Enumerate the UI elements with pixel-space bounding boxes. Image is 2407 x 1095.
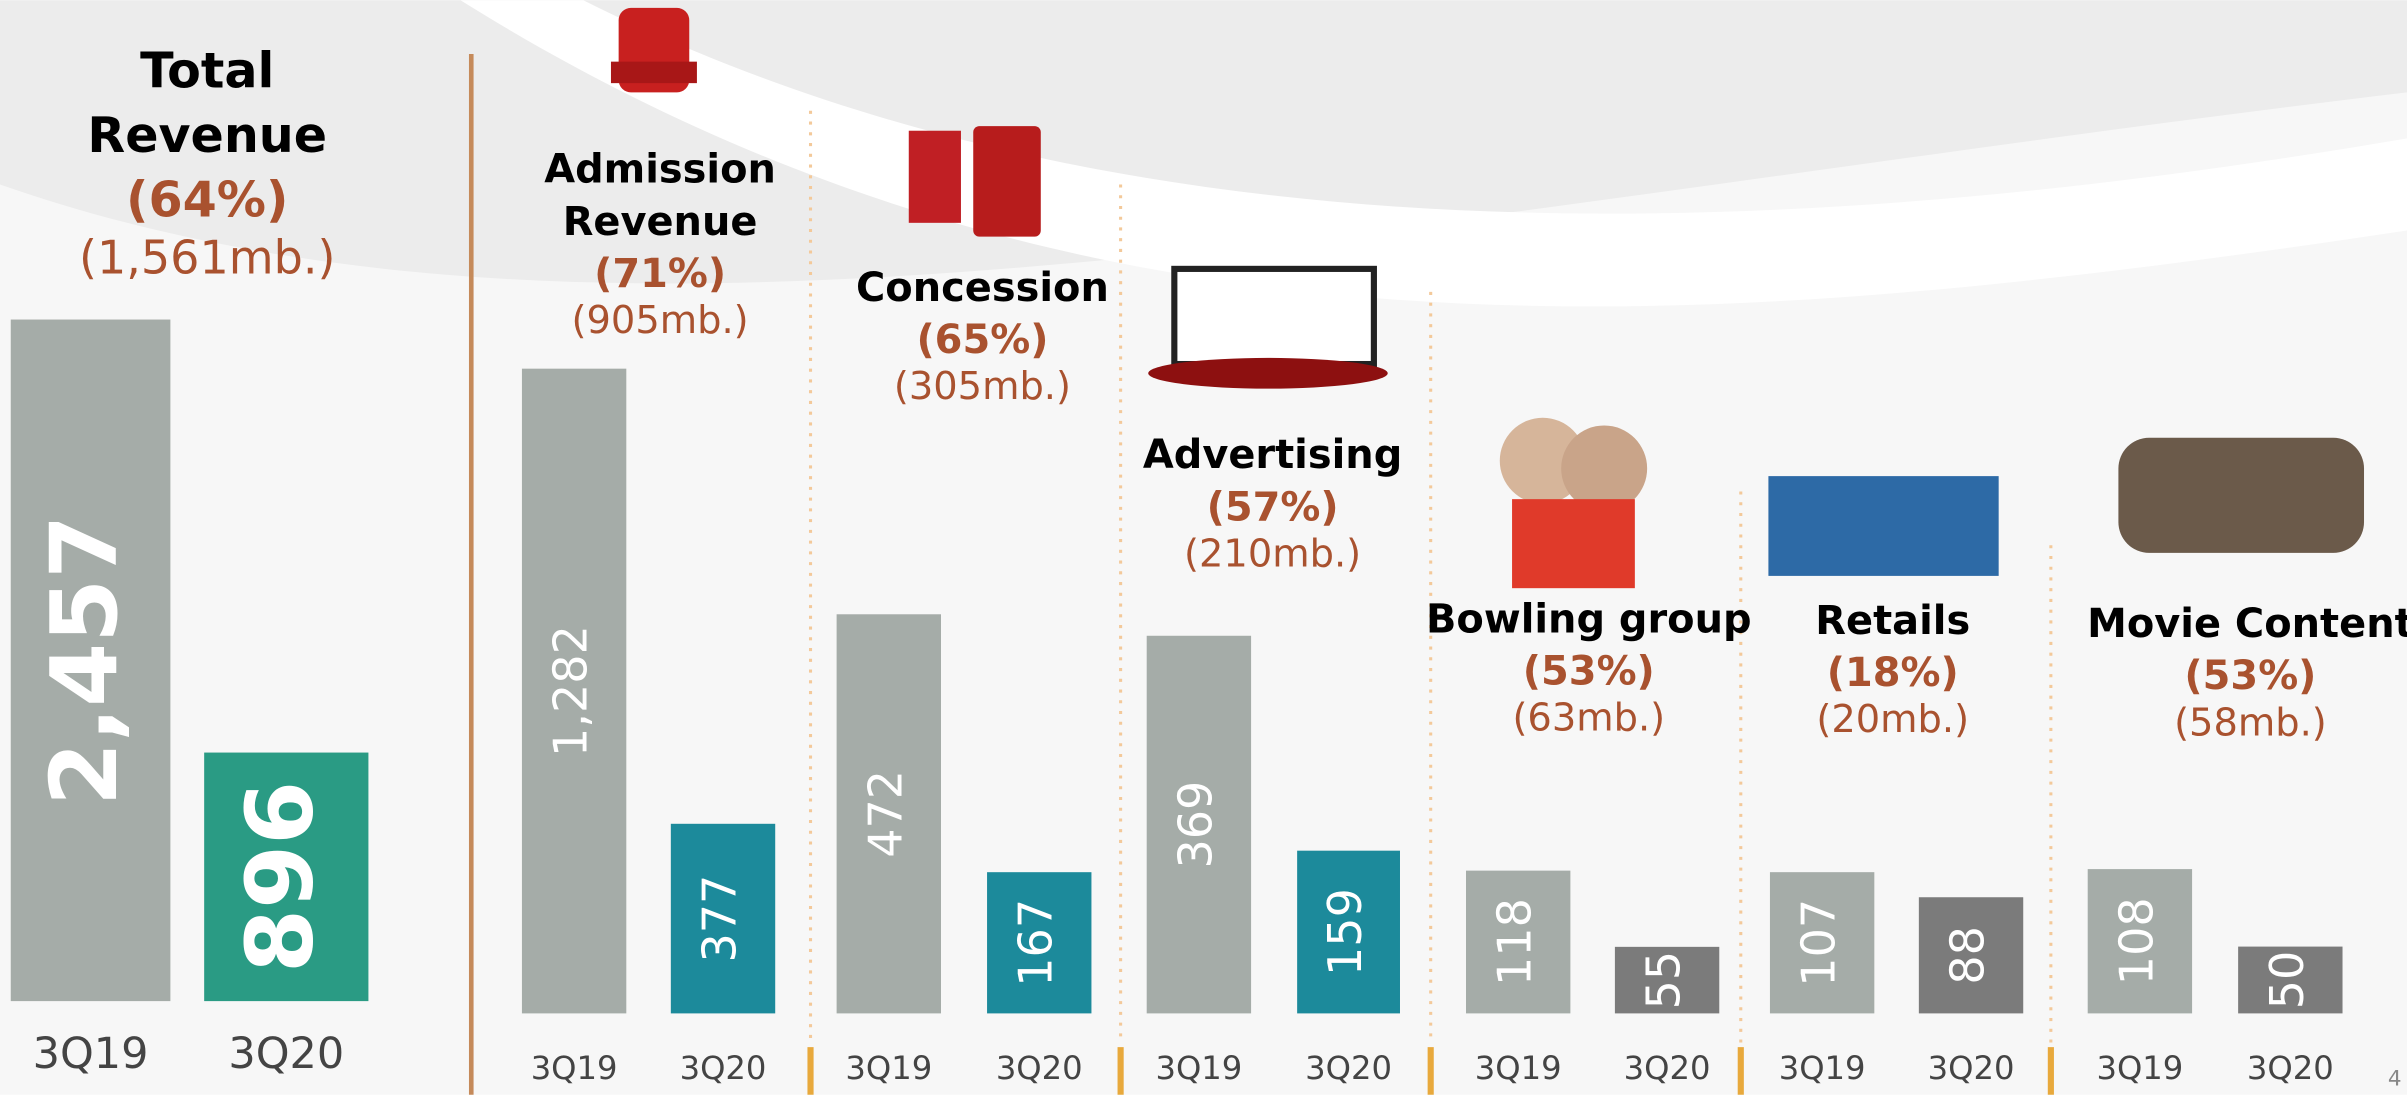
- bar: [1146, 635, 1252, 1014]
- amount-label: (210mb.): [1184, 531, 1361, 576]
- bar: [1614, 946, 1720, 1014]
- bar: [10, 319, 171, 1002]
- change-label: (18%): [1827, 650, 1959, 696]
- panel-title: Retails: [1815, 598, 1970, 644]
- amount-label: (1,561mb.): [79, 231, 335, 285]
- amount-label: (58mb.): [2174, 700, 2327, 745]
- value-label: 472: [858, 770, 912, 858]
- category-label: 3Q19: [33, 1029, 149, 1079]
- category-label: 3Q19: [1155, 1049, 1242, 1087]
- divider-feet: [807, 1047, 2054, 1095]
- bar: [2238, 946, 2343, 1014]
- value-label: 167: [1009, 899, 1063, 987]
- page-number: 4: [2388, 1066, 2402, 1091]
- panel-title: Concession: [856, 265, 1109, 311]
- icons: [610, 7, 2365, 589]
- amount-label: (63mb.): [1512, 696, 1665, 741]
- category-label: 3Q20: [228, 1029, 344, 1079]
- category-label: 3Q19: [2096, 1049, 2183, 1087]
- panel-title: Admission: [544, 147, 776, 193]
- change-label: (53%): [1523, 649, 1655, 695]
- value-label: 896: [227, 781, 334, 973]
- bar: [1465, 870, 1571, 1014]
- bar: [836, 614, 942, 1014]
- bar: [1769, 872, 1875, 1014]
- category-label: 3Q20: [1928, 1049, 2015, 1087]
- change-label: (64%): [126, 170, 288, 228]
- value-label: 2,457: [31, 515, 138, 806]
- bar: [521, 368, 627, 1014]
- change-label: (71%): [594, 251, 726, 297]
- amount-label: (905mb.): [572, 298, 749, 343]
- value-label: 88: [1941, 926, 1995, 985]
- panel-title: Movie Content: [2087, 601, 2407, 647]
- bar: [2087, 869, 2193, 1014]
- value-label: 107: [1792, 899, 1846, 987]
- change-label: (65%): [916, 317, 1048, 363]
- panel-title: Revenue: [87, 106, 327, 164]
- panel-title: Bowling group: [1426, 596, 1752, 642]
- value-label: 369: [1168, 781, 1222, 869]
- panel-title: Total: [140, 41, 274, 99]
- panel-title: Revenue: [563, 199, 758, 245]
- bar: [204, 752, 369, 1002]
- bar: [1918, 897, 2024, 1014]
- bar: [987, 872, 1092, 1014]
- category-label: 3Q20: [1624, 1049, 1711, 1087]
- value-label: 118: [1488, 898, 1542, 986]
- value-label: 377: [693, 875, 747, 963]
- change-label: (53%): [2184, 653, 2316, 699]
- bar: [670, 823, 776, 1014]
- change-label: (57%): [1207, 484, 1339, 530]
- amount-label: (305mb.): [894, 364, 1071, 409]
- category-label: 3Q19: [1779, 1049, 1866, 1087]
- bar: [1297, 850, 1400, 1014]
- background-swoosh: [460, 0, 2407, 307]
- category-label: 3Q19: [1475, 1049, 1562, 1087]
- value-label: 50: [2260, 951, 2314, 1010]
- value-label: 1,282: [544, 625, 598, 757]
- category-label: 3Q20: [2247, 1049, 2334, 1087]
- category-label: 3Q19: [531, 1049, 618, 1087]
- category-label: 3Q19: [845, 1049, 932, 1087]
- category-label: 3Q20: [996, 1049, 1083, 1087]
- value-label: 55: [1637, 951, 1691, 1010]
- value-label: 159: [1318, 888, 1372, 976]
- category-label: 3Q20: [680, 1049, 767, 1087]
- category-label: 3Q20: [1305, 1049, 1392, 1087]
- panel-title: Advertising: [1143, 432, 1402, 478]
- amount-label: (20mb.): [1816, 697, 1969, 742]
- value-label: 108: [2109, 897, 2163, 985]
